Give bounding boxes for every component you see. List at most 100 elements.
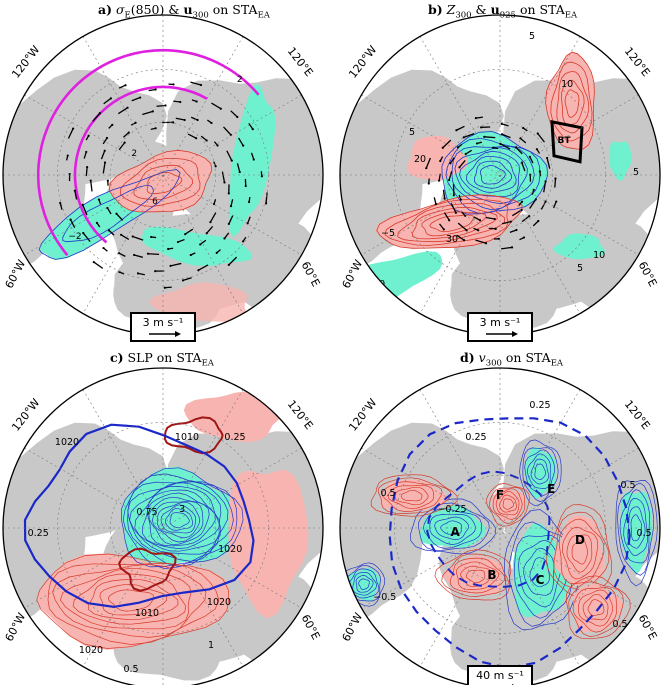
wind-vector-head: [459, 198, 462, 201]
wind-vector: [118, 84, 126, 89]
map-panel-c: 1010 0.25 1020 0.25 0.75 3 1020 1020 1010 1020 1 0.…: [2, 367, 324, 685]
contour-label: −5: [381, 228, 395, 239]
wind-vector-head: [544, 180, 547, 183]
wind-vector: [120, 234, 130, 241]
wind-vector-head: [199, 243, 202, 246]
contour-label: 0.75: [136, 507, 157, 518]
scale-box: [467, 665, 533, 685]
wind-vector: [223, 126, 232, 136]
wind-vector-head: [95, 221, 99, 224]
wind-vector-head: [176, 240, 180, 244]
wind-vector-head: [442, 228, 445, 231]
wind-vector-head: [520, 208, 523, 211]
wind-vector-head: [146, 252, 150, 255]
wind-vector-head: [179, 100, 182, 104]
contour-label: −0.25: [437, 504, 466, 515]
wind-vector: [198, 264, 209, 271]
wind-vector: [133, 254, 143, 258]
negative-contour: [134, 486, 222, 552]
scale-arrow-head: [175, 331, 181, 337]
wind-vector: [103, 97, 112, 105]
positive-anomaly: [228, 469, 309, 619]
wind-vector: [170, 262, 182, 267]
wind-vector-head: [474, 116, 478, 120]
wind-vector: [543, 181, 547, 193]
negative-contour: [127, 481, 234, 567]
negative-contour: [129, 482, 222, 555]
wind-vector: [465, 149, 473, 155]
longitude-label: 60°W: [340, 611, 366, 644]
positive-contour: [582, 593, 609, 621]
wind-vector-head: [196, 118, 199, 122]
wind-vector: [521, 162, 526, 172]
box-region: [550, 119, 584, 164]
longitude-label: 120°E: [622, 45, 653, 79]
wind-vector-head: [247, 200, 251, 204]
longitude-label: 60°W: [3, 611, 29, 644]
wind-vector-head: [434, 202, 438, 206]
meridian-line: [24, 94, 302, 256]
wind-vector-head: [246, 222, 249, 225]
wind-vector-head: [532, 188, 535, 191]
wind-vector-head: [215, 251, 218, 254]
wind-vector: [132, 235, 144, 241]
wind-vector: [529, 156, 534, 164]
contour-label: 0.25: [28, 528, 49, 539]
wind-vector: [501, 133, 511, 139]
scale-label: 3 m s⁻¹: [143, 316, 184, 329]
wind-vector-head: [465, 229, 468, 232]
wind-vector-head: [425, 167, 428, 170]
wind-vector-head: [127, 131, 130, 134]
wind-vector-head: [229, 205, 233, 208]
wind-vector: [265, 192, 268, 204]
positive-contour: [52, 564, 207, 638]
positive-anomaly: [407, 135, 469, 181]
positive-contour: [133, 164, 194, 201]
wind-vector-head: [107, 229, 111, 232]
wind-vector-head: [134, 121, 137, 124]
wind-vector-head: [117, 252, 121, 255]
negative-contour: [120, 467, 244, 568]
wind-vector: [118, 252, 126, 257]
jet-axis: [37, 49, 260, 257]
wind-vector: [190, 116, 198, 121]
point-label: E: [547, 482, 555, 496]
wind-vector-head: [219, 107, 222, 110]
wind-vector-head: [150, 235, 153, 239]
contour-label: 1020: [218, 544, 242, 555]
wind-vector: [488, 227, 496, 230]
wind-vector-head: [85, 150, 88, 154]
wind-vector-head: [209, 221, 212, 224]
wind-vector-head: [448, 178, 451, 182]
negative-contour: [441, 131, 549, 215]
wind-vector: [92, 112, 101, 122]
positive-contour: [449, 557, 505, 594]
wind-vector: [248, 122, 254, 130]
box-label: BT: [558, 136, 572, 146]
positive-contour: [561, 79, 585, 126]
negative-anomaly: [553, 233, 605, 260]
wind-vector-head: [98, 112, 101, 115]
negative-contour: [410, 498, 496, 555]
positive-contour: [495, 490, 520, 516]
contour-label: −10: [365, 279, 385, 290]
contour-label: 10: [561, 79, 573, 90]
negative-contour: [160, 504, 197, 534]
wind-vector-head: [520, 200, 524, 203]
negative-contour: [529, 557, 550, 588]
wind-vector-head: [455, 129, 458, 132]
positive-anomaly: [443, 555, 503, 595]
wind-vector: [137, 272, 145, 276]
wind-vector-head: [427, 182, 430, 185]
wind-vector-head: [537, 219, 540, 223]
wind-vector-head: [437, 179, 441, 182]
negative-contour: [122, 473, 238, 569]
positive-contour: [565, 575, 631, 640]
positive-contour: [578, 589, 614, 627]
contour-label: 0.25: [529, 400, 550, 411]
contour-label: 1020: [207, 597, 231, 608]
negative-anomaly: [609, 141, 632, 181]
wind-vector-head: [210, 121, 213, 125]
negative-contour: [169, 512, 190, 529]
